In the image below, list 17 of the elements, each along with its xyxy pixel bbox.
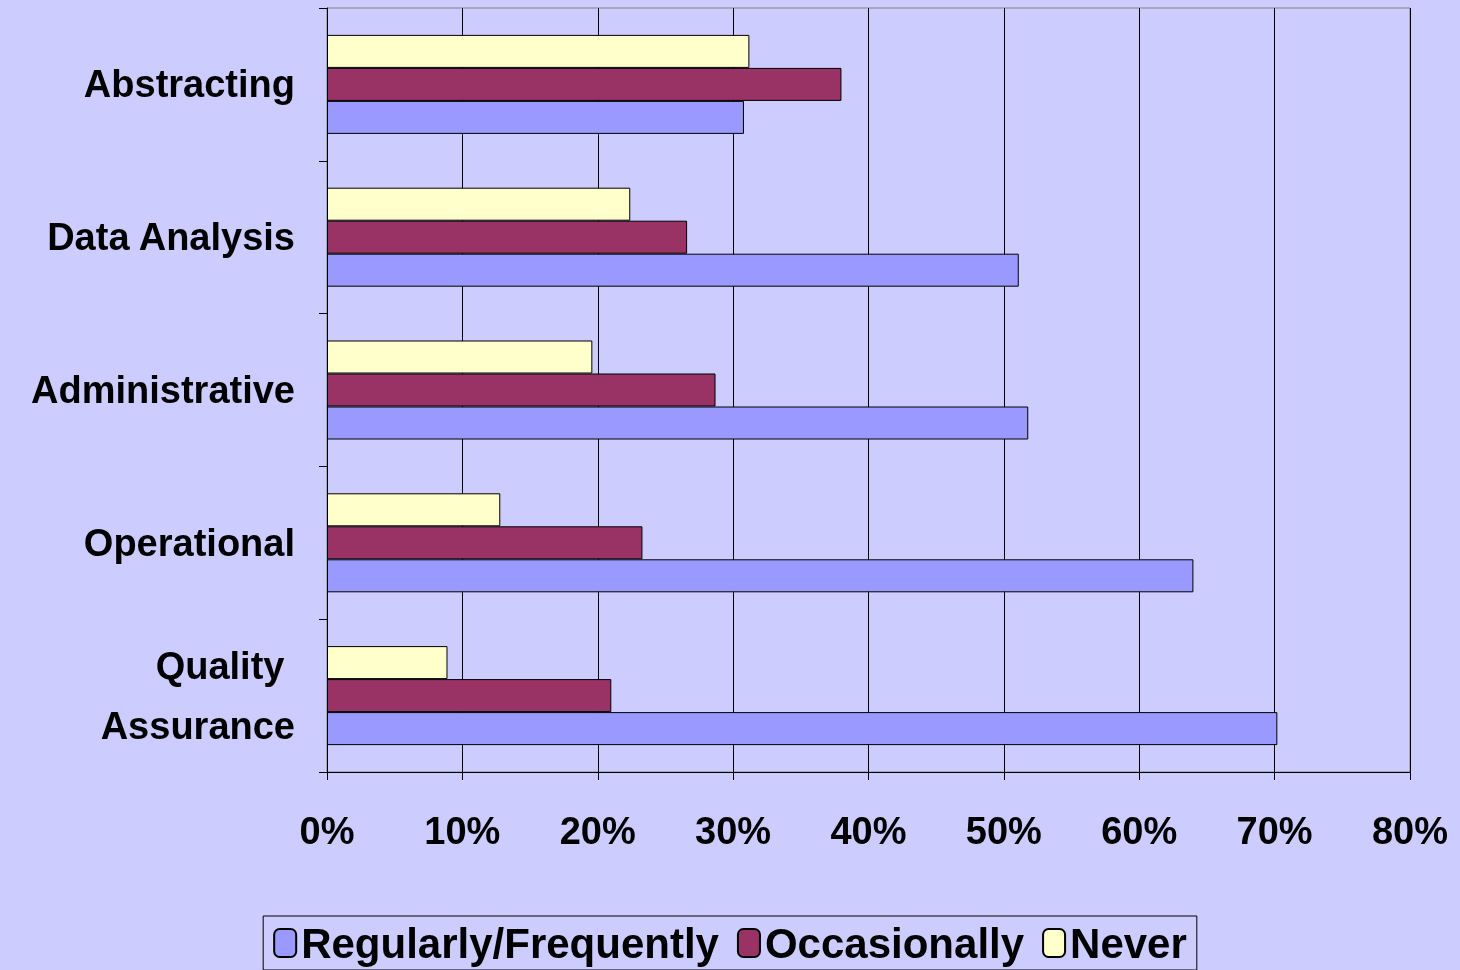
x-tick-label: 50%: [965, 810, 1042, 852]
legend-label: Never: [1070, 919, 1187, 967]
x-tick-label: 0%: [299, 810, 355, 852]
y-tick-label: Administrative: [31, 369, 295, 411]
x-tick-label: 30%: [695, 810, 772, 852]
y-tick-label: Operational: [83, 521, 295, 564]
x-tick-label: 20%: [559, 810, 636, 852]
x-tick-label: 40%: [830, 810, 907, 852]
y-tick-label: Abstracting: [83, 63, 295, 106]
x-tick-label: 10%: [424, 810, 501, 852]
y-tick-label: Data Analysis: [47, 216, 295, 259]
legend-label: Occasionally: [764, 919, 1025, 967]
x-tick-label: 80%: [1371, 810, 1449, 852]
y-tick-label: Quality Assurance: [100, 644, 295, 747]
legend-label: Regularly/Frequently: [301, 919, 720, 967]
x-tick-label: 70%: [1236, 810, 1313, 852]
x-tick-label: 60%: [1101, 810, 1178, 852]
